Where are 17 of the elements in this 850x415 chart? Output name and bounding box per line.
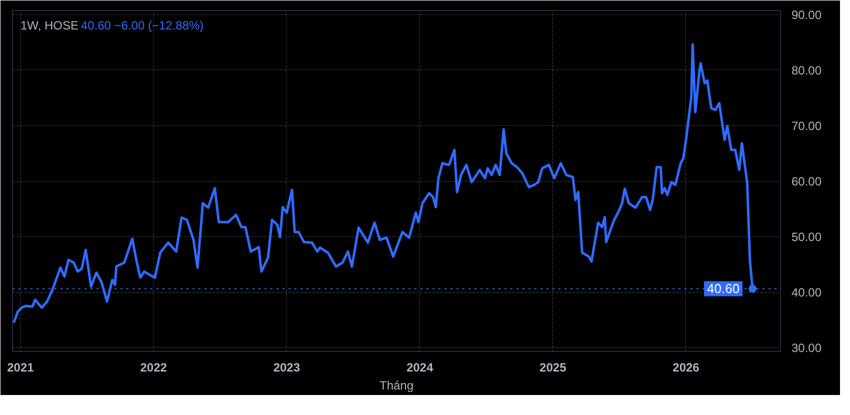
x-tick-label: 2025 xyxy=(540,360,567,374)
x-tick-label: 2024 xyxy=(406,360,434,374)
y-tick-label: 90.00 xyxy=(792,8,822,22)
x-tick-label: 2021 xyxy=(7,360,34,374)
x-axis-title: Tháng xyxy=(379,378,414,392)
y-tick-label: 30.00 xyxy=(792,341,822,356)
x-tick-label: 2022 xyxy=(140,360,168,374)
y-tick-label: 40.00 xyxy=(792,286,822,300)
y-tick-label: 80.00 xyxy=(792,63,822,78)
annotation: 40.60 xyxy=(707,281,740,296)
x-tick-label: 2026 xyxy=(672,360,700,374)
y-tick-label: 70.00 xyxy=(792,118,822,133)
x-tick-label: 2023 xyxy=(273,360,300,374)
text: 1W, HOSE xyxy=(20,18,79,32)
y-tick-label: 60.00 xyxy=(792,174,822,188)
y-tick-label: 50.00 xyxy=(792,230,822,244)
text: 40.60 −6.00 (−12.88%) xyxy=(80,18,204,32)
